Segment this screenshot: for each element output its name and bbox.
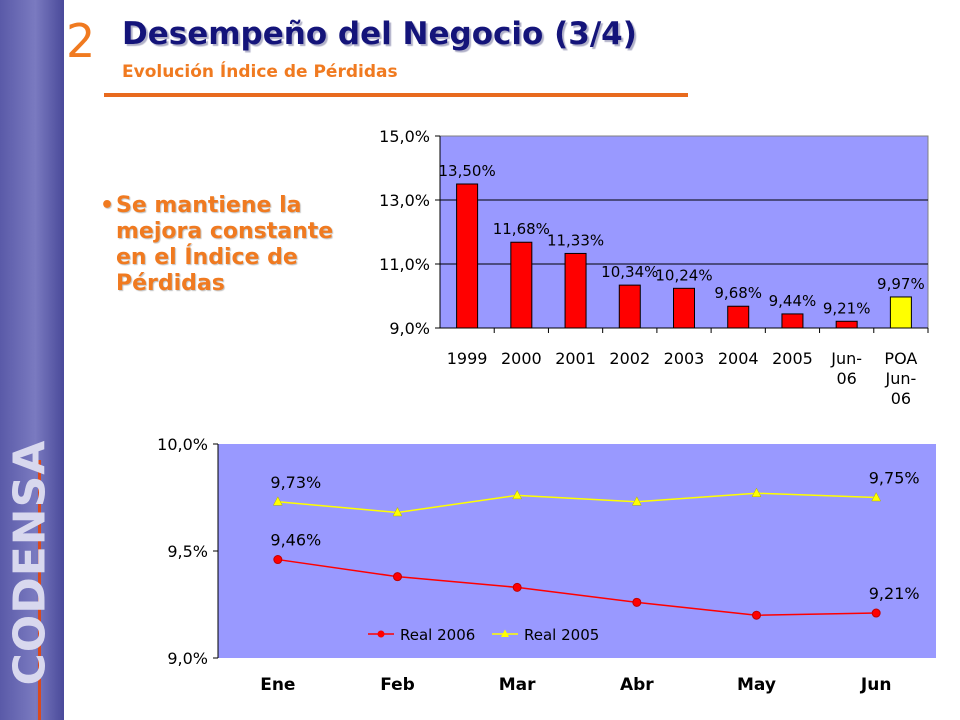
bar-y-tick-label: 11,0%	[379, 255, 430, 274]
bar-y-tick-label: 13,0%	[379, 191, 430, 210]
bar	[456, 183, 479, 329]
line-x-tick-label: May	[737, 675, 776, 695]
bar-x-tick-label: 2002	[609, 349, 650, 368]
bar-data-label: 9,97%	[877, 275, 925, 293]
page-title: Desempeño del Negocio (3/4)	[122, 16, 637, 52]
bullet-dot-icon: •	[100, 193, 115, 218]
data-point	[631, 496, 642, 506]
data-point	[751, 487, 762, 497]
data-point	[871, 608, 881, 618]
line-x-tick-label: Abr	[620, 675, 654, 695]
bar-data-label: 9,44%	[769, 292, 817, 310]
bar	[673, 287, 695, 329]
series-line	[277, 558, 877, 616]
bar	[835, 320, 858, 329]
legend-label: Real 2005	[524, 626, 599, 644]
line-data-label: 9,46%	[270, 531, 321, 550]
line-y-tick-label: 10,0%	[157, 435, 208, 454]
bar-x-tick-label: 2000	[501, 349, 542, 368]
title-underline	[104, 93, 688, 97]
bar	[564, 252, 587, 329]
legend-marker	[377, 630, 385, 638]
bar-x-tick-label: 2005	[772, 349, 813, 368]
line-y-tick-label: 9,0%	[167, 649, 208, 668]
bar-x-tick-label: 2004	[718, 349, 759, 368]
bar-x-tick-label: POA	[884, 349, 917, 368]
bar	[727, 305, 750, 329]
bar-x-tick-label: Jun-	[830, 349, 862, 368]
data-point	[393, 572, 402, 582]
line-x-tick-label: Feb	[380, 675, 415, 695]
bar-data-label: 13,50%	[439, 162, 496, 180]
sidebar-stripe	[38, 460, 41, 720]
bar-x-tick-label: 06	[836, 369, 856, 388]
bar-data-label: 9,21%	[823, 299, 871, 317]
line-plot-area	[218, 444, 936, 658]
bullet-text: Se mantiene la mejora constante en el Ín…	[116, 193, 334, 296]
bar-x-tick-label: 2001	[555, 349, 596, 368]
line-x-tick-label: Jun	[860, 675, 892, 695]
bar-y-tick-label: 9,0%	[389, 319, 430, 338]
series-line	[277, 492, 877, 514]
bar-data-label: 11,33%	[547, 231, 604, 249]
data-point	[752, 610, 761, 620]
bar-data-label: 10,24%	[655, 266, 712, 284]
legend-marker	[501, 629, 509, 637]
bar-y-tick-label: 15,0%	[379, 127, 430, 146]
bar-x-tick-label: 06	[891, 389, 911, 408]
bar	[889, 296, 912, 329]
bar	[510, 241, 533, 329]
sidebar-band: CODENSA	[0, 0, 64, 720]
data-point	[512, 582, 522, 592]
legend-label: Real 2006	[400, 626, 475, 644]
data-point	[272, 496, 283, 506]
data-point	[632, 597, 642, 607]
data-point	[871, 491, 882, 502]
page-subtitle: Evolución Índice de Pérdidas	[122, 62, 398, 82]
line-data-label: 9,75%	[869, 469, 920, 488]
bar-data-label: 9,68%	[714, 284, 762, 302]
line-y-tick-label: 9,5%	[167, 542, 208, 561]
data-point	[392, 506, 403, 517]
bar-data-label: 10,34%	[601, 263, 658, 281]
line-data-label: 9,21%	[869, 584, 920, 603]
bar-x-tick-label: 1999	[447, 349, 488, 368]
data-point	[512, 489, 523, 500]
line-data-label: 9,73%	[270, 473, 321, 492]
line-x-tick-label: Mar	[499, 675, 536, 695]
data-point	[273, 555, 283, 565]
line-x-tick-label: Ene	[260, 675, 295, 695]
section-number: 2	[66, 14, 96, 68]
bar	[781, 313, 804, 329]
bar	[618, 284, 641, 329]
bar-data-label: 11,68%	[493, 220, 550, 238]
bar-x-tick-label: Jun-	[884, 369, 916, 388]
bar-x-tick-label: 2003	[664, 349, 705, 368]
